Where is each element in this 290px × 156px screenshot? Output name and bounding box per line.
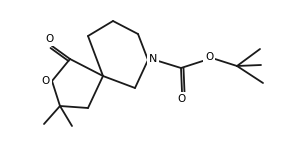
- Text: O: O: [46, 34, 54, 44]
- Text: O: O: [42, 76, 50, 86]
- Text: O: O: [177, 94, 185, 104]
- Text: N: N: [149, 54, 157, 64]
- Text: O: O: [205, 52, 213, 62]
